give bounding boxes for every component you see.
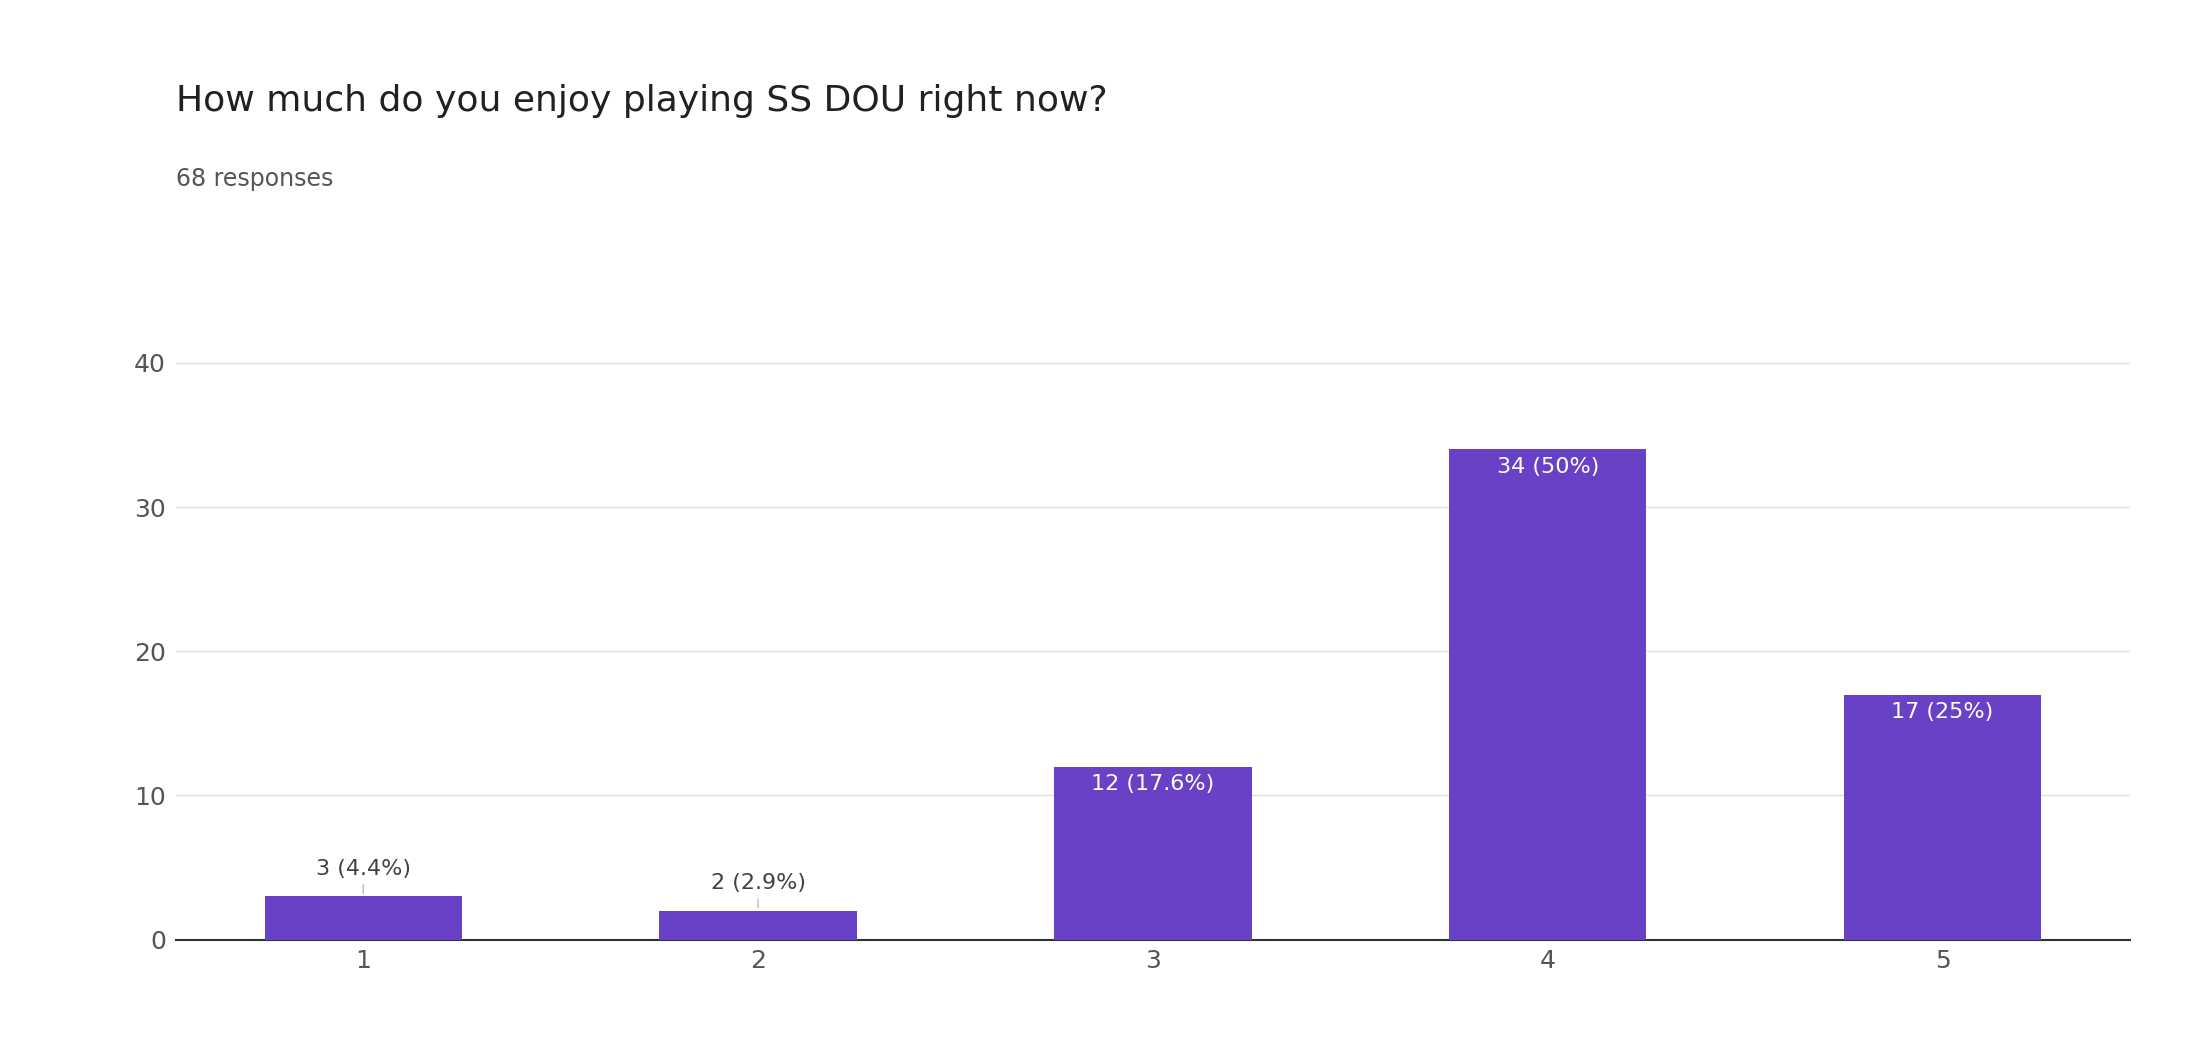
Bar	[659, 910, 856, 940]
Text: 68 responses: 68 responses	[176, 167, 334, 191]
Text: 17 (25%): 17 (25%)	[1891, 702, 1994, 721]
Bar	[1054, 766, 1252, 940]
Bar	[264, 897, 461, 940]
Bar	[1449, 449, 1647, 940]
Text: How much do you enjoy playing SS DOU right now?: How much do you enjoy playing SS DOU rig…	[176, 84, 1107, 118]
Bar	[1845, 694, 2042, 940]
Text: 34 (50%): 34 (50%)	[1495, 456, 1599, 477]
Text: 3 (4.4%): 3 (4.4%)	[316, 859, 411, 894]
Text: 12 (17.6%): 12 (17.6%)	[1091, 774, 1214, 793]
Text: 2 (2.9%): 2 (2.9%)	[712, 874, 806, 908]
